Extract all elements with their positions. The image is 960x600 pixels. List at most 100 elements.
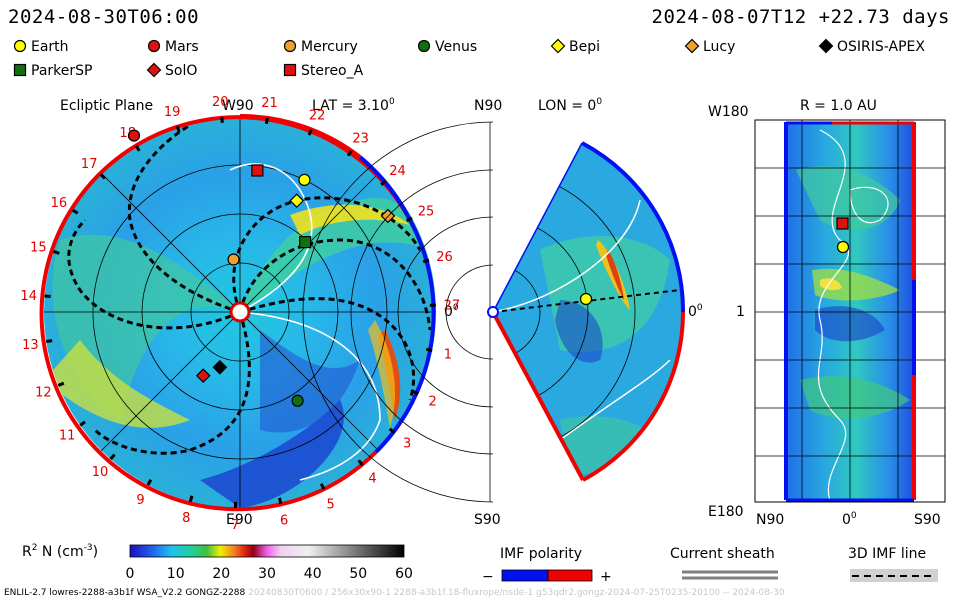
ecliptic-marker-osiris-apex [212,359,228,375]
rotation-tick [422,258,430,264]
snapshot-time: 2024-08-30T06:00 [8,6,200,28]
synoptic-x-mid: 00 [842,511,857,528]
legend-marker [417,39,431,53]
rotation-label: 8 [182,511,190,526]
colorbar-tick-label: 30 [258,566,276,582]
ecliptic-rim-negative [374,219,436,454]
footer-run-info: ENLIL-2.7 lowres-2288-a3b1f WSA_V2.2 GON… [4,588,785,598]
meridional-rim-negative [581,141,686,313]
rotation-tick [346,149,353,157]
rotation-label: 5 [327,498,335,513]
mercury-marker-icon [283,39,297,53]
rotation-label: 1 [444,348,452,363]
meridional-dark-region [555,300,603,363]
rotation-tick [412,389,419,396]
rotation-label: 17 [81,157,98,172]
meridional-earth-marker [579,292,593,306]
ecliptic-marker-solo [195,368,211,384]
imf-line [238,238,432,331]
rotation-tick [380,179,387,186]
meridional-grid-arc [397,216,494,408]
ecliptic-right-label: 00 [444,303,459,320]
stereo-a-marker-icon [283,63,297,77]
colorbar-tick-label: 20 [212,566,230,582]
rotation-label: 24 [389,164,406,179]
meridional-red-streak [606,250,624,300]
ecliptic-sector-boundary [229,163,313,313]
earth-marker-icon [13,39,27,53]
rotation-tick [220,116,224,123]
imf-line-title: 3D IMF line [848,546,926,562]
legend-marker [147,39,161,53]
rotation-label: 22 [309,109,326,124]
legend-label: SolO [165,63,198,79]
colorbar-tick-label: 60 [395,566,413,582]
ecliptic-rim-positive-2 [239,114,362,159]
rotation-label: 12 [35,385,52,400]
legend-item-osiris-apex: OSIRIS-APEX [818,38,925,55]
legend-marker [283,63,297,77]
legend-marker [146,62,162,78]
rotation-label: 27 [444,299,461,314]
ecliptic-panel: Ecliptic Plane W90 LAT = 3.100 E90 00 12… [20,95,460,533]
rotation-label: 7 [231,518,239,533]
rotation-label: 13 [22,338,39,353]
rotation-label: 4 [368,472,376,487]
meridional-grid-ring [493,169,636,455]
colorbar-ticks: 0 10 20 30 40 50 60 [126,566,413,582]
legend-marker [283,39,297,53]
mars-marker-icon [147,39,161,53]
rotation-tick [426,347,433,352]
current-sheath-title: Current sheath [670,546,775,562]
meridional-sector-boundary [559,359,671,441]
rotation-tick [405,216,413,223]
imf-line [127,123,241,314]
synoptic-top-left: W180 [708,104,749,120]
rotation-tick [307,128,313,136]
rotation-tick [188,495,194,502]
rotation-label: 2 [429,395,437,410]
bepi-marker-icon [550,38,566,54]
rotation-tick [134,144,141,152]
legend-item-parkersp: ParkerSP [12,62,92,79]
legend-marker [818,38,834,54]
ecliptic-yellow-band [44,340,190,428]
footer-text: ENLIL-2.7 lowres-2288-a3b1f WSA_V2.2 GON… [4,588,246,598]
rotation-tick [71,208,79,215]
legend-label: Stereo_A [301,63,364,79]
legend-item-venus: Venus [416,38,477,55]
synoptic-x-left: N90 [756,512,784,528]
rotation-label: 16 [51,196,68,211]
ecliptic-dark-region [200,400,344,508]
rotation-label: 25 [418,204,435,219]
ecliptic-marker-bepi [289,193,305,209]
rotation-tick [79,420,86,427]
rotation-tick [175,125,181,133]
ecliptic-bottom-label: E90 [226,512,253,528]
legend-label: ParkerSP [31,63,93,79]
legend-item-lucy: Lucy [684,38,735,55]
footer-faint-text: 20240830T0600 / 256x30x90-1 2288-a3b1f.1… [245,588,785,598]
legend-label: Mars [165,39,199,55]
meridional-sector-boundary [492,199,641,313]
legend-item-solo: SolO [146,62,197,79]
parkersp-marker-icon [13,63,27,77]
legend-marker [13,39,27,53]
rotation-tick [46,339,53,344]
meridional-grid-arc [445,264,494,360]
imf-polarity-plus: + [600,569,612,585]
legend-marker [550,38,566,54]
rotation-label: 14 [20,289,37,304]
colorbar-tick-label: 10 [167,566,185,582]
synoptic-sector-boundary [849,186,889,224]
rotation-tick [264,117,269,125]
rotation-label: 11 [59,429,76,444]
legend-item-stereo-a: Stereo_A [282,62,363,79]
legend-marker [13,63,27,77]
imf-polarity-positive-swatch [547,569,593,582]
colorbar-tick-label: 50 [349,566,367,582]
rotation-tick [319,483,326,490]
rotation-tick [146,479,153,486]
ecliptic-marker-parkersp [299,236,312,249]
